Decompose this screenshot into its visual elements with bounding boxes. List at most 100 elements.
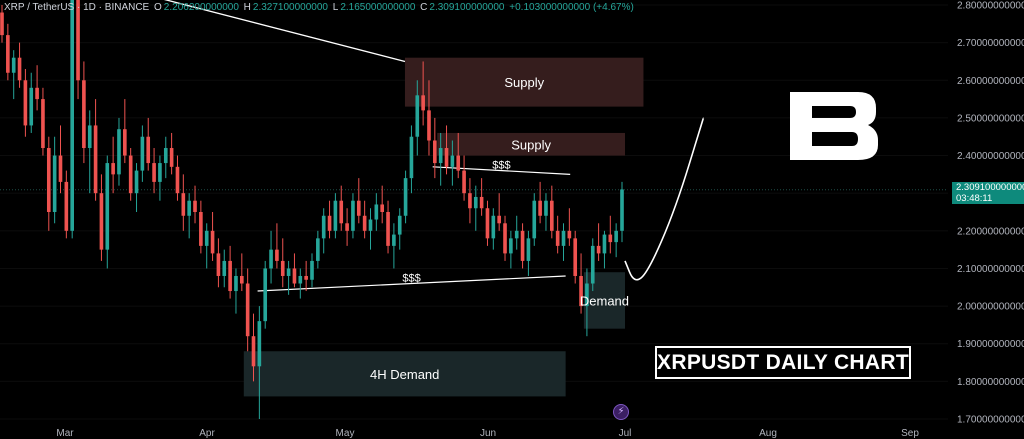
- candle-body: [152, 163, 156, 182]
- candle-body: [473, 196, 478, 209]
- candle-body: [415, 95, 420, 137]
- candle-body: [123, 129, 127, 156]
- candle-body: [368, 219, 373, 231]
- candle-body: [105, 163, 110, 250]
- brand-logo: [790, 92, 878, 160]
- legend-symbol[interactable]: XRP / TetherUS · 1D · BINANCE: [4, 2, 150, 13]
- candle: [555, 215, 560, 254]
- candle: [462, 155, 466, 201]
- candle-body: [479, 196, 484, 209]
- last-price-tag: 2.309100000000 03:48:11: [952, 182, 1024, 204]
- candle-body: [468, 193, 472, 209]
- y-tick-label: 2.800000000000: [957, 1, 1024, 12]
- chart-title-box: XRPUSDT DAILY CHART: [655, 346, 911, 379]
- candle-body: [52, 155, 57, 212]
- candle: [193, 185, 197, 224]
- candle: [292, 253, 297, 288]
- candle-body: [23, 80, 28, 126]
- candle: [520, 223, 525, 269]
- candle: [181, 174, 186, 231]
- candle-body: [93, 125, 98, 194]
- candle: [368, 208, 373, 250]
- candle-body: [257, 321, 262, 367]
- lightning-icon[interactable]: ⚡: [613, 404, 629, 420]
- candle-body: [6, 35, 10, 73]
- candle: [585, 268, 589, 337]
- y-tick-label: 1.700000000000: [957, 415, 1024, 426]
- candle: [275, 223, 279, 269]
- x-tick-label: Aug: [759, 428, 777, 439]
- candle-body: [532, 200, 537, 239]
- candle-body: [275, 249, 279, 261]
- candle-body: [567, 230, 572, 239]
- candle-body: [392, 234, 396, 246]
- candle: [526, 230, 531, 276]
- candle-body: [286, 268, 291, 276]
- candle: [169, 132, 174, 175]
- candle: [561, 223, 566, 261]
- y-tick-label: 2.400000000000: [957, 151, 1024, 162]
- x-tick-label: Jun: [480, 428, 496, 439]
- candle-body: [380, 204, 385, 212]
- zone-labels: Supply Supply Demand 4H Demand: [370, 75, 629, 382]
- candle: [321, 208, 326, 254]
- candle-body: [602, 234, 607, 254]
- candle: [532, 193, 537, 246]
- candle: [87, 110, 92, 194]
- candle-body: [193, 200, 197, 212]
- candle: [6, 23, 10, 81]
- candle: [421, 61, 425, 126]
- candle-body: [199, 212, 203, 246]
- candle-body: [409, 136, 414, 179]
- x-tick-label: Sep: [901, 428, 919, 439]
- candle: [245, 268, 250, 352]
- candle-body: [87, 125, 92, 149]
- candle-body: [239, 275, 244, 284]
- candle: [93, 99, 98, 201]
- candle: [316, 230, 320, 269]
- x-tick-label: Jul: [619, 428, 632, 439]
- candle-body: [222, 260, 227, 276]
- candle-body: [140, 136, 145, 171]
- legend-high: 2.327100000000: [252, 2, 328, 13]
- candle-body: [117, 129, 121, 175]
- candle: [0, 5, 4, 43]
- candle-body: [491, 215, 496, 239]
- candle-body: [163, 148, 168, 164]
- candle-body: [339, 200, 344, 224]
- candle: [596, 223, 601, 261]
- candle: [35, 65, 39, 111]
- candle-body: [549, 200, 554, 231]
- candle: [298, 268, 303, 299]
- candle: [286, 260, 291, 295]
- candle: [210, 212, 215, 261]
- candle-body: [187, 200, 191, 216]
- candle-body: [585, 283, 589, 307]
- candle: [392, 223, 396, 269]
- candle: [538, 181, 542, 224]
- y-axis: 2.800000000000 2.700000000000 2.6000000000…: [957, 1, 1024, 426]
- candle: [105, 155, 110, 269]
- supply-zone-upper-label: Supply: [504, 75, 544, 90]
- candle: [491, 208, 496, 250]
- legend-low-label: L: [332, 2, 339, 13]
- candle: [23, 68, 28, 137]
- candle-body: [111, 163, 115, 175]
- candle-body: [210, 230, 215, 254]
- liquidity-line: [432, 166, 571, 175]
- y-tick-label: 1.900000000000: [957, 339, 1024, 350]
- annotation-lines: $$$ $$$: [163, 0, 705, 292]
- candle: [140, 125, 145, 182]
- candle: [52, 136, 57, 224]
- candle: [327, 200, 332, 239]
- candle: [263, 260, 268, 329]
- candle: [222, 249, 227, 288]
- candle-body: [514, 230, 519, 239]
- candle-body: [397, 215, 402, 235]
- candle: [251, 313, 256, 382]
- candle-body: [555, 230, 560, 246]
- candle: [239, 253, 244, 292]
- candle: [403, 170, 408, 224]
- candle: [134, 163, 139, 212]
